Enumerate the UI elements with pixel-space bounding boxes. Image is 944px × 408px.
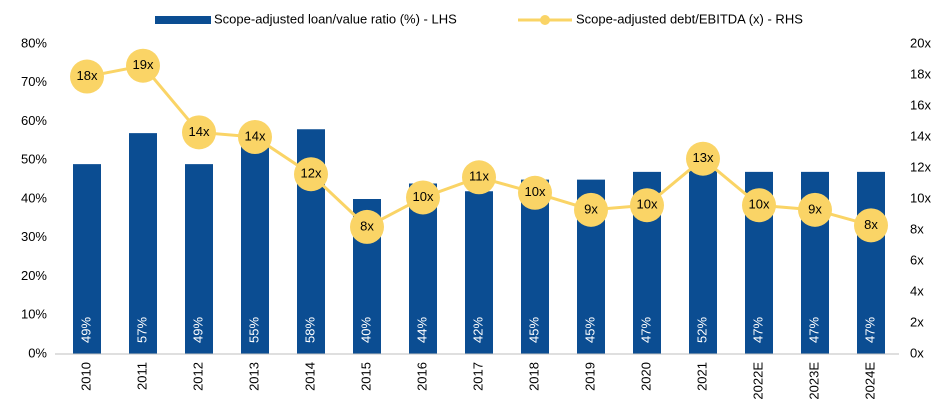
line-value-label: 10x [525, 184, 546, 199]
line-value-label: 9x [808, 201, 822, 216]
x-tick-label: 2020 [638, 362, 653, 391]
bar-value-label: 47% [806, 317, 821, 343]
y2-tick-label: 20x [910, 35, 931, 50]
bar [857, 171, 885, 354]
y2-tick-label: 4x [910, 283, 924, 298]
y2-tick-label: 10x [910, 190, 931, 205]
bar-value-label: 47% [638, 317, 653, 343]
y-tick-label: 0% [28, 345, 47, 360]
line-marker [182, 115, 216, 150]
x-tick-label: 2014 [302, 362, 317, 391]
line-value-label: 14x [245, 128, 266, 143]
bar-value-label: 52% [694, 317, 709, 343]
y2-tick-label: 0x [910, 345, 924, 360]
y-tick-label: 40% [21, 190, 47, 205]
bar-value-label: 49% [190, 317, 205, 343]
line-value-label: 10x [749, 197, 770, 212]
line-marker [350, 209, 384, 244]
x-tick-label: 2021 [694, 362, 709, 391]
line-marker [574, 192, 608, 227]
y-tick-label: 30% [21, 229, 47, 244]
x-tick-label: 2022E [750, 362, 765, 400]
line-marker [686, 141, 720, 176]
bar [465, 191, 493, 354]
y2-tick-label: 6x [910, 252, 924, 267]
bar-value-label: 44% [414, 317, 429, 343]
x-tick-label: 2017 [470, 362, 485, 391]
line-marker [798, 192, 832, 227]
line-value-label: 11x [469, 169, 489, 184]
bar-value-label: 57% [134, 317, 149, 343]
line-marker [238, 120, 272, 154]
bar-value-label: 47% [750, 317, 765, 343]
line-value-label: 10x [637, 197, 658, 212]
x-tick-label: 2018 [526, 362, 541, 391]
x-tick-label: 2019 [582, 362, 597, 391]
line-marker [742, 188, 776, 223]
y2-tick-label: 14x [910, 128, 931, 143]
y-tick-label: 20% [21, 268, 47, 283]
bar-value-label: 55% [246, 317, 261, 343]
legend-swatch-marker [540, 15, 550, 25]
x-tick-label: 2013 [246, 362, 261, 391]
bar-value-label: 42% [470, 317, 485, 343]
bar [185, 164, 213, 354]
bar-value-label: 45% [526, 317, 541, 343]
line-value-label: 19x [133, 57, 154, 72]
legend-label: Scope-adjusted debt/EBITDA (x) - RHS [576, 11, 803, 26]
y2-tick-label: 16x [910, 97, 931, 112]
line-value-label: 8x [864, 217, 878, 232]
bar-value-label: 47% [862, 317, 877, 343]
y-tick-label: 70% [21, 74, 47, 89]
bar [73, 164, 101, 354]
x-tick-label: 2012 [190, 362, 205, 391]
bar-value-label: 49% [78, 317, 93, 343]
line-marker [854, 208, 888, 243]
x-tick-label: 2010 [78, 362, 93, 391]
y-tick-label: 80% [21, 35, 47, 50]
x-tick-label: 2023E [806, 362, 821, 400]
line-value-label: 8x [360, 218, 374, 233]
line-value-label: 14x [189, 124, 210, 139]
bar-value-label: 40% [358, 317, 373, 343]
y-tick-label: 10% [21, 307, 47, 322]
bar-value-label: 45% [582, 317, 597, 343]
y-tick-label: 50% [21, 152, 47, 167]
bar [689, 152, 717, 354]
line-value-label: 13x [693, 150, 714, 165]
x-tick-label: 2011 [134, 362, 149, 390]
legend-swatch [155, 16, 211, 24]
line-marker [406, 180, 440, 215]
line-value-label: 9x [584, 201, 598, 216]
y2-tick-label: 12x [910, 159, 931, 174]
y2-tick-label: 2x [910, 314, 924, 329]
bar-value-label: 58% [302, 317, 317, 343]
bar [129, 133, 157, 354]
x-tick-label: 2015 [358, 362, 373, 391]
x-tick-label: 2024E [862, 362, 877, 400]
legend-label: Scope-adjusted loan/value ratio (%) - LH… [214, 11, 457, 26]
line-marker [518, 175, 552, 210]
line-marker [70, 59, 104, 94]
y2-tick-label: 18x [910, 66, 931, 81]
x-tick-label: 2016 [414, 362, 429, 391]
line-value-label: 12x [301, 166, 322, 181]
line-marker [462, 160, 496, 195]
y2-tick-label: 8x [910, 221, 924, 236]
line-value-label: 18x [77, 68, 98, 83]
y-tick-label: 60% [21, 113, 47, 128]
bar [241, 140, 269, 354]
line-value-label: 10x [413, 189, 434, 204]
line-marker [126, 48, 160, 83]
line-marker [630, 188, 664, 223]
line-marker [294, 157, 328, 192]
